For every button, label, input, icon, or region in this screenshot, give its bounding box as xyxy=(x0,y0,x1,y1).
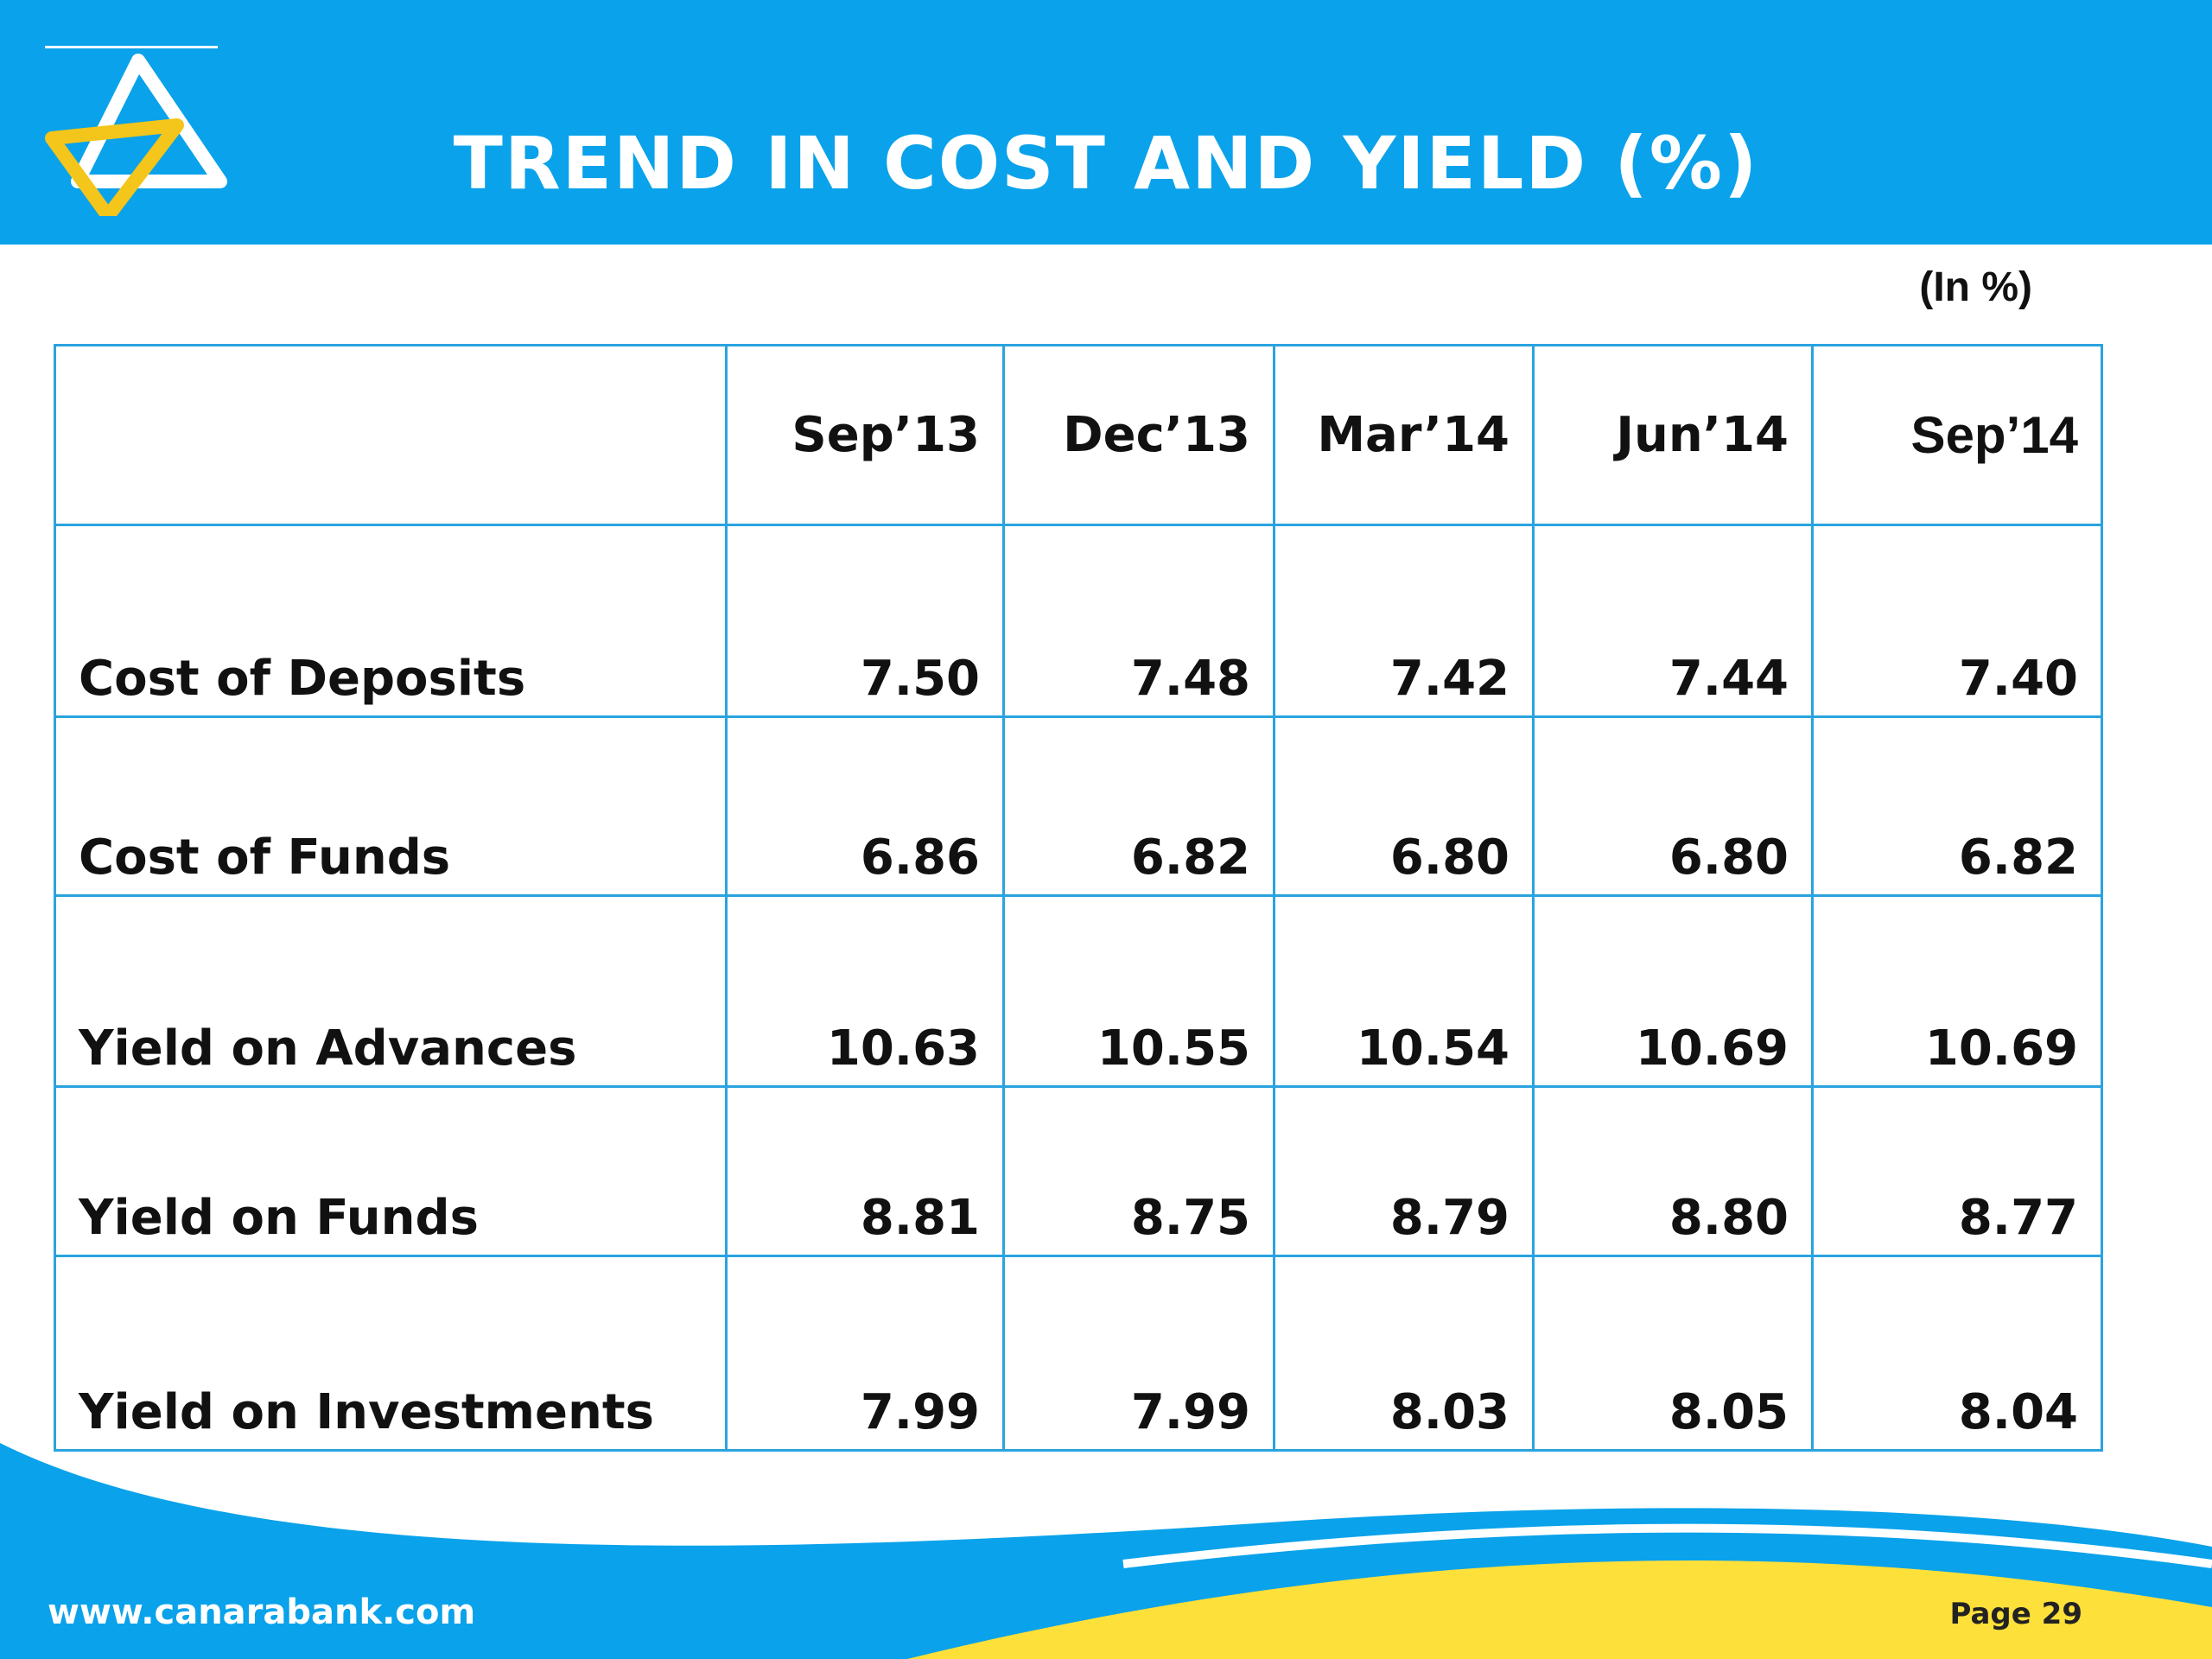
value-cell: 7.42 xyxy=(1273,524,1535,718)
row-label: Yield on Funds xyxy=(54,1085,728,1257)
value-cell: 6.82 xyxy=(1811,715,2103,897)
website-link[interactable]: www.canarabank.com xyxy=(48,1592,476,1632)
header-bar: TREND IN COST AND YIELD (%) xyxy=(0,0,2212,245)
row-label: Cost of Deposits xyxy=(54,524,728,718)
value-cell: 8.05 xyxy=(1532,1255,1814,1452)
footer-wave xyxy=(0,1443,2212,1659)
cost-yield-table: Sep’13 Dec’13 Mar’14 Jun’14 Sep’14 Cost … xyxy=(54,344,2103,1452)
row-label: Yield on Advances xyxy=(54,894,728,1088)
header-cell-sep13: Sep’13 xyxy=(725,344,1005,526)
slide-title: TREND IN COST AND YIELD (%) xyxy=(453,121,1759,206)
value-cell: 10.54 xyxy=(1273,894,1535,1088)
table-row: Cost of Funds 6.86 6.82 6.80 6.80 6.82 xyxy=(54,715,2103,897)
value-cell: 8.80 xyxy=(1532,1085,1814,1257)
value-cell: 7.48 xyxy=(1002,524,1275,718)
header-cell-mar14: Mar’14 xyxy=(1273,344,1535,526)
unit-note: (In %) xyxy=(1919,264,2032,310)
header-cell-empty xyxy=(54,344,728,526)
value-cell: 7.99 xyxy=(1002,1255,1275,1452)
value-cell: 8.75 xyxy=(1002,1085,1275,1257)
row-label: Cost of Funds xyxy=(54,715,728,897)
value-cell: 6.80 xyxy=(1273,715,1535,897)
value-cell: 6.82 xyxy=(1002,715,1275,897)
header-cell-dec13: Dec’13 xyxy=(1002,344,1275,526)
table-header-row: Sep’13 Dec’13 Mar’14 Jun’14 Sep’14 xyxy=(54,344,2103,526)
table-row: Cost of Deposits 7.50 7.48 7.42 7.44 7.4… xyxy=(54,524,2103,718)
page-label: Page xyxy=(1949,1597,2031,1631)
value-cell: 7.99 xyxy=(725,1255,1005,1452)
value-cell: 6.80 xyxy=(1532,715,1814,897)
value-cell: 8.04 xyxy=(1811,1255,2103,1452)
row-label: Yield on Investments xyxy=(54,1255,728,1452)
header-cell-jun14: Jun’14 xyxy=(1532,344,1814,526)
page-number: Page 29 xyxy=(1949,1597,2082,1631)
value-cell: 7.44 xyxy=(1532,524,1814,718)
canara-bank-logo-icon xyxy=(45,54,227,216)
value-cell: 6.86 xyxy=(725,715,1005,897)
value-cell: 8.77 xyxy=(1811,1085,2103,1257)
table-row: Yield on Advances 10.63 10.55 10.54 10.6… xyxy=(54,894,2103,1088)
value-cell: 10.63 xyxy=(725,894,1005,1088)
header-cell-sep14: Sep’14 xyxy=(1811,344,2103,526)
value-cell: 8.81 xyxy=(725,1085,1005,1257)
value-cell: 8.03 xyxy=(1273,1255,1535,1452)
value-cell: 7.50 xyxy=(725,524,1005,718)
value-cell: 8.79 xyxy=(1273,1085,1535,1257)
value-cell: 10.69 xyxy=(1811,894,2103,1088)
table-row: Yield on Investments 7.99 7.99 8.03 8.05… xyxy=(54,1255,2103,1452)
page-number-value: 29 xyxy=(2041,1597,2082,1631)
logo-divider xyxy=(45,46,218,48)
table-row: Yield on Funds 8.81 8.75 8.79 8.80 8.77 xyxy=(54,1085,2103,1257)
value-cell: 10.69 xyxy=(1532,894,1814,1088)
value-cell: 7.40 xyxy=(1811,524,2103,718)
value-cell: 10.55 xyxy=(1002,894,1275,1088)
